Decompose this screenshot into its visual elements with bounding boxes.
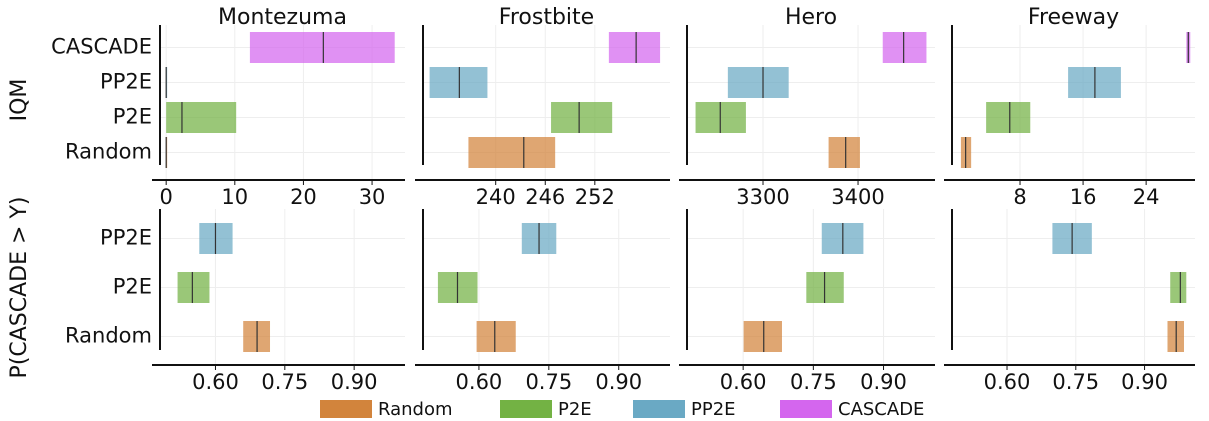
interval-bar <box>177 272 210 303</box>
interval-bar <box>882 32 927 63</box>
interval-bar <box>743 321 782 352</box>
x-tick-label: 0.60 <box>192 370 239 394</box>
x-tick-label: 0 <box>159 185 172 209</box>
legend-swatch <box>500 400 552 418</box>
legend-label: CASCADE <box>838 399 924 420</box>
x-tick-label: 0.60 <box>984 370 1031 394</box>
interval-bar <box>828 137 860 168</box>
x-tick-label: 0.60 <box>720 370 767 394</box>
x-tick-label: 0.90 <box>331 370 378 394</box>
x-tick-label: 0.90 <box>860 370 907 394</box>
y-tick-label: CASCADE <box>51 35 152 59</box>
interval-bar <box>166 102 237 133</box>
row-label: P(CASCADE > Y) <box>7 197 32 379</box>
interval-bar <box>429 67 488 98</box>
interval-bar <box>727 67 789 98</box>
x-tick-label: 16 <box>1070 185 1097 209</box>
x-tick-label: 240 <box>476 185 516 209</box>
y-tick-label: PP2E <box>100 70 152 94</box>
row-label: IQM <box>7 79 32 122</box>
interval-bar <box>551 102 613 133</box>
x-tick-label: 10 <box>221 185 248 209</box>
legend-label: Random <box>378 399 453 420</box>
interval-bar <box>249 32 395 63</box>
x-tick-label: 3400 <box>831 185 884 209</box>
interval-bar <box>1170 272 1187 303</box>
panel-title: Hero <box>785 5 837 30</box>
legend-swatch <box>320 400 372 418</box>
interval-bar <box>986 102 1031 133</box>
interval-bar <box>468 137 556 168</box>
x-tick-label: 0.90 <box>595 370 642 394</box>
legend-swatch <box>633 400 685 418</box>
x-tick-label: 246 <box>525 185 565 209</box>
x-tick-label: 20 <box>290 185 317 209</box>
y-tick-label: Random <box>65 140 152 164</box>
x-tick-label: 0.75 <box>790 370 837 394</box>
y-tick-label: P2E <box>113 105 152 129</box>
interval-bar <box>476 321 516 352</box>
x-tick-label: 0.75 <box>261 370 308 394</box>
x-tick-label: 0.60 <box>456 370 503 394</box>
x-tick-label: 0.90 <box>1121 370 1168 394</box>
x-tick-label: 24 <box>1133 185 1160 209</box>
panel-title: Frostbite <box>499 5 594 30</box>
legend-label: P2E <box>558 399 592 420</box>
interval-bar <box>608 32 661 63</box>
panel-title: Montezuma <box>218 5 347 30</box>
legend-label: PP2E <box>691 399 736 420</box>
x-tick-label: 0.75 <box>1052 370 1099 394</box>
x-tick-label: 3300 <box>736 185 789 209</box>
x-tick-label: 252 <box>575 185 615 209</box>
y-tick-label: P2E <box>113 275 152 299</box>
panel-title: Freeway <box>1028 5 1119 30</box>
y-tick-label: PP2E <box>100 226 152 250</box>
x-tick-label: 8 <box>1013 185 1026 209</box>
x-tick-label: 0.75 <box>525 370 572 394</box>
legend-swatch <box>780 400 832 418</box>
x-tick-label: 30 <box>359 185 386 209</box>
y-tick-label: Random <box>65 324 152 348</box>
